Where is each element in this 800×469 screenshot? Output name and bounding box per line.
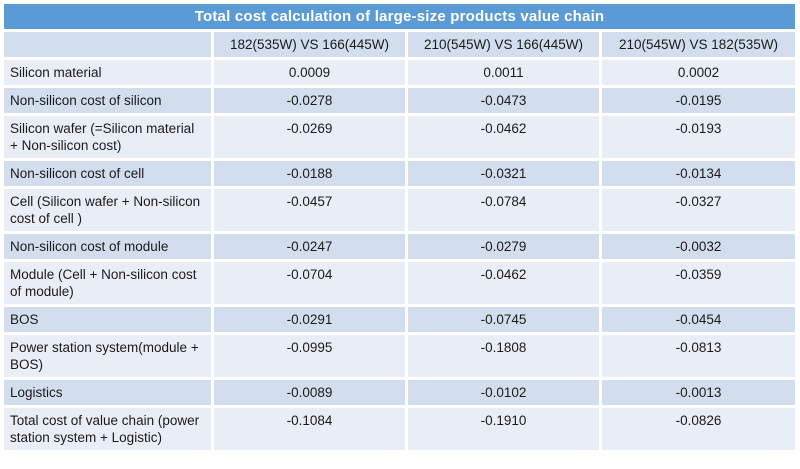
cell-value: -0.0291 <box>214 307 405 332</box>
table-row-non-silicon-cost-of-module: Non-silicon cost of module -0.0247 -0.02… <box>4 234 796 259</box>
cell-value: -0.0784 <box>408 189 599 231</box>
cell-value: -0.0269 <box>214 116 405 158</box>
cost-comparison-table: Total cost calculation of large-size pro… <box>1 1 798 453</box>
cell-value: -0.0134 <box>602 161 796 186</box>
cell-value: -0.0032 <box>602 234 796 259</box>
cell-value: -0.0279 <box>408 234 599 259</box>
table-row-power-station-system: Power station system(module + BOS) -0.09… <box>4 335 796 377</box>
column-header-210-vs-182: 210(545W) VS 182(535W) <box>602 32 796 57</box>
cell-value: -0.0462 <box>408 116 599 158</box>
title-row: Total cost calculation of large-size pro… <box>4 4 796 29</box>
cell-value: -0.0321 <box>408 161 599 186</box>
table-row-logistics: Logistics -0.0089 -0.0102 -0.0013 <box>4 380 796 405</box>
cell-value: -0.0327 <box>602 189 796 231</box>
table-row-bos: BOS -0.0291 -0.0745 -0.0454 <box>4 307 796 332</box>
cell-value: -0.0457 <box>214 189 405 231</box>
cell-value: -0.0193 <box>602 116 796 158</box>
cell-value: 0.0009 <box>214 60 405 85</box>
table-row-cell: Cell (Silicon wafer + Non-silicon cost o… <box>4 189 796 231</box>
table-row-silicon-material: Silicon material 0.0009 0.0011 0.0002 <box>4 60 796 85</box>
row-label: Silicon wafer (=Silicon material + Non-s… <box>4 116 211 158</box>
cell-value: -0.0704 <box>214 262 405 304</box>
cell-value: -0.0089 <box>214 380 405 405</box>
row-label: Logistics <box>4 380 211 405</box>
row-label: BOS <box>4 307 211 332</box>
cell-value: -0.0278 <box>214 88 405 113</box>
cell-value: -0.0102 <box>408 380 599 405</box>
column-header-182-vs-166: 182(535W) VS 166(445W) <box>214 32 405 57</box>
row-label: Non-silicon cost of silicon <box>4 88 211 113</box>
cell-value: -0.1084 <box>214 408 405 450</box>
cell-value: -0.0745 <box>408 307 599 332</box>
column-header-210-vs-166: 210(545W) VS 166(445W) <box>408 32 599 57</box>
table-row-total-cost-of-value-chain: Total cost of value chain (power station… <box>4 408 796 450</box>
row-label: Module (Cell + Non-silicon cost of modul… <box>4 262 211 304</box>
table-title: Total cost calculation of large-size pro… <box>4 4 796 29</box>
column-header-row: 182(535W) VS 166(445W) 210(545W) VS 166(… <box>4 32 796 57</box>
table-row-non-silicon-cost-of-silicon: Non-silicon cost of silicon -0.0278 -0.0… <box>4 88 796 113</box>
cell-value: -0.0247 <box>214 234 405 259</box>
table-row-module: Module (Cell + Non-silicon cost of modul… <box>4 262 796 304</box>
cell-value: 0.0011 <box>408 60 599 85</box>
row-label: Non-silicon cost of cell <box>4 161 211 186</box>
cell-value: -0.0995 <box>214 335 405 377</box>
cell-value: -0.0813 <box>602 335 796 377</box>
cell-value: -0.0454 <box>602 307 796 332</box>
cell-value: -0.0195 <box>602 88 796 113</box>
cell-value: -0.1808 <box>408 335 599 377</box>
cell-value: -0.0188 <box>214 161 405 186</box>
cell-value: -0.1910 <box>408 408 599 450</box>
cell-value: -0.0826 <box>602 408 796 450</box>
table-row-non-silicon-cost-of-cell: Non-silicon cost of cell -0.0188 -0.0321… <box>4 161 796 186</box>
cell-value: -0.0462 <box>408 262 599 304</box>
column-header-empty <box>4 32 211 57</box>
row-label: Total cost of value chain (power station… <box>4 408 211 450</box>
cell-value: -0.0473 <box>408 88 599 113</box>
cell-value: -0.0013 <box>602 380 796 405</box>
cell-value: 0.0002 <box>602 60 796 85</box>
cell-value: -0.0359 <box>602 262 796 304</box>
table-row-silicon-wafer: Silicon wafer (=Silicon material + Non-s… <box>4 116 796 158</box>
row-label: Non-silicon cost of module <box>4 234 211 259</box>
row-label: Cell (Silicon wafer + Non-silicon cost o… <box>4 189 211 231</box>
row-label: Silicon material <box>4 60 211 85</box>
row-label: Power station system(module + BOS) <box>4 335 211 377</box>
